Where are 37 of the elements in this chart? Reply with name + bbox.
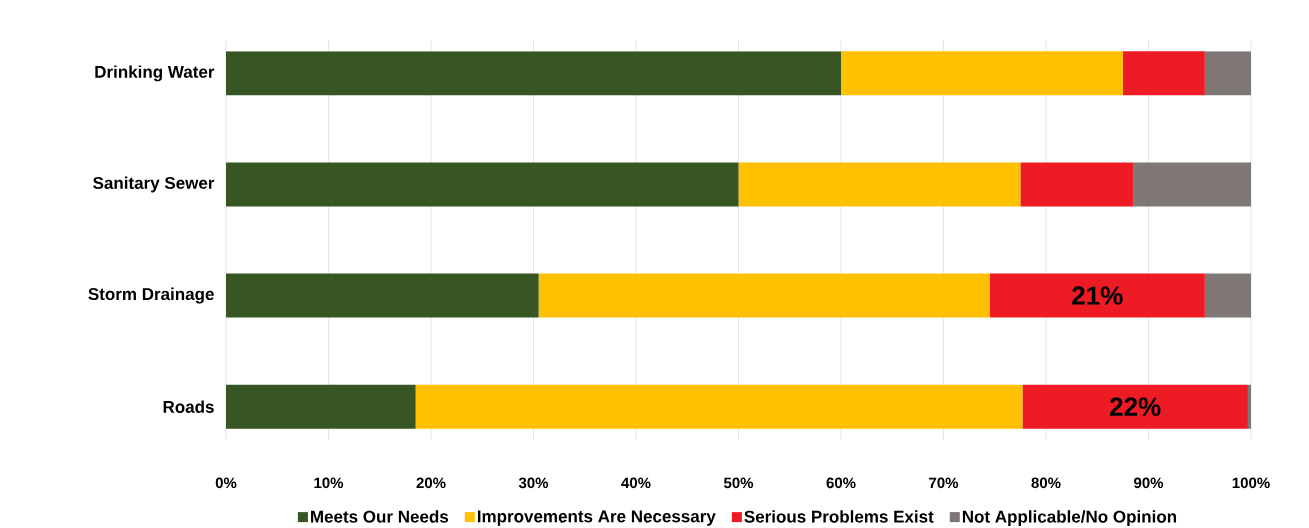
x-tick-label: 30% [518, 477, 549, 489]
bar [1204, 273, 1251, 318]
bar [989, 273, 1205, 318]
x-tick-label: 100% [1232, 477, 1270, 489]
bar [1022, 384, 1248, 429]
bar [1133, 162, 1251, 207]
bar [1204, 51, 1251, 96]
x-tick-label: 90% [1134, 477, 1164, 489]
bar [738, 162, 1021, 207]
y-tick-label: Storm Drainage [88, 287, 214, 304]
bar [1247, 384, 1251, 429]
legend-label: Serious Problems Exist [744, 510, 934, 523]
bar [841, 51, 1123, 96]
x-tick-label: 80% [1031, 477, 1061, 489]
bar [415, 384, 1023, 429]
data-label: 22% [1110, 397, 1161, 416]
x-tick-label: 70% [929, 477, 959, 489]
bar [538, 273, 990, 318]
bar [226, 273, 539, 318]
y-tick-label: Sanitary Sewer [93, 176, 215, 193]
x-tick-label: 20% [416, 477, 446, 489]
data-label: 21% [1072, 286, 1123, 305]
x-tick-label: 0% [215, 477, 237, 489]
legend-label: Not Applicable/No Opinion [962, 510, 1177, 527]
x-tick-label: 50% [723, 477, 754, 489]
y-tick-label: Drinking Water [95, 65, 215, 82]
bar [1020, 162, 1134, 207]
legend-label: Improvements Are Necessary [477, 510, 716, 526]
y-tick-label: Roads [163, 400, 214, 413]
x-tick-label: 10% [314, 477, 344, 489]
bar [1122, 51, 1205, 96]
legend-label: Meets Our Needs [311, 510, 449, 523]
bar [226, 384, 416, 429]
bar [226, 51, 841, 96]
x-tick-label: 60% [826, 477, 856, 489]
bar [226, 162, 739, 207]
x-tick-label: 40% [621, 477, 651, 489]
